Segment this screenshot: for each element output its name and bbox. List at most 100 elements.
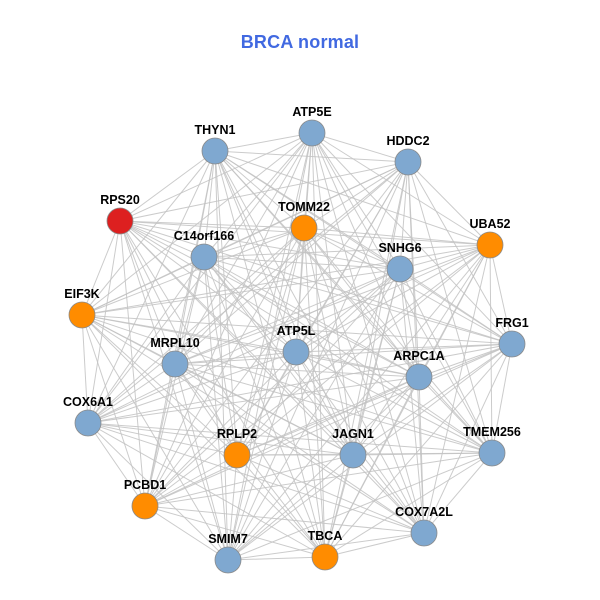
graph-edge <box>407 161 491 246</box>
graph-edge <box>144 452 493 507</box>
graph-edge <box>144 244 491 507</box>
node-label-mrpl10: MRPL10 <box>150 336 199 350</box>
graph-edge <box>203 227 305 258</box>
graph-edge <box>303 161 409 229</box>
graph-edge <box>119 150 216 222</box>
node-label-tmem256: TMEM256 <box>463 425 521 439</box>
graph-edge <box>418 376 425 534</box>
graph-edge <box>227 351 297 561</box>
node-rps20 <box>106 207 134 235</box>
node-label-c14orf166: C14orf166 <box>174 229 234 243</box>
graph-edge <box>214 150 493 454</box>
graph-edge <box>352 376 420 456</box>
graph-edge <box>489 244 493 454</box>
graph-edge <box>227 161 409 561</box>
graph-edge <box>119 220 229 561</box>
graph-edge <box>295 343 513 353</box>
graph-edge <box>119 220 176 365</box>
graph-edge <box>119 220 297 353</box>
graph-edge <box>324 376 420 558</box>
node-label-jagn1: JAGN1 <box>332 427 374 441</box>
graph-edge <box>87 422 238 456</box>
graph-edge <box>203 150 216 258</box>
graph-edge <box>423 452 493 534</box>
graph-edge <box>81 220 121 316</box>
graph-edge <box>87 132 313 424</box>
node-cox7a2l <box>410 519 438 547</box>
node-cox6a1 <box>74 409 102 437</box>
graph-edge <box>174 161 409 365</box>
graph-edge <box>203 256 513 345</box>
chart-title: BRCA normal <box>240 32 360 52</box>
graph-edge <box>214 150 229 561</box>
graph-edge <box>295 351 420 378</box>
graph-edge <box>87 351 297 424</box>
node-label-frg1: FRG1 <box>495 316 528 330</box>
graph-edge <box>295 351 354 456</box>
graph-edge <box>324 452 493 558</box>
node-hddc2 <box>394 148 422 176</box>
graph-edge <box>203 256 401 270</box>
graph-edge <box>144 376 420 507</box>
node-label-tbca: TBCA <box>308 529 343 543</box>
graph-edge <box>214 132 313 152</box>
node-jagn1 <box>339 441 367 469</box>
graph-edge <box>236 343 513 456</box>
graph-edge <box>303 227 425 534</box>
graph-edge <box>87 422 425 534</box>
graph-edge <box>352 161 409 456</box>
graph-edge <box>119 220 493 454</box>
graph-edge <box>203 244 491 258</box>
graph-edge <box>174 363 420 378</box>
graph-edge <box>214 150 354 456</box>
graph-edge <box>214 150 425 534</box>
graph-edge <box>87 150 216 424</box>
node-label-eif3k: EIF3K <box>64 287 99 301</box>
graph-edge <box>119 220 326 558</box>
graph-edge <box>303 227 420 378</box>
graph-edge <box>174 132 313 365</box>
node-snhg6 <box>386 255 414 283</box>
node-frg1 <box>498 330 526 358</box>
graph-edge <box>174 343 513 365</box>
graph-edge <box>87 363 176 424</box>
graph-edge <box>295 351 493 454</box>
graph-edge <box>81 314 146 507</box>
graph-edge <box>214 150 409 163</box>
node-atp5e <box>298 119 326 147</box>
graph-edge <box>203 256 425 534</box>
graph-edge <box>144 505 425 534</box>
graph-edge <box>227 376 420 561</box>
graph-edge <box>227 454 238 561</box>
node-mrpl10 <box>161 350 189 378</box>
graph-edge <box>144 454 238 507</box>
graph-edge <box>227 268 401 561</box>
graph-edge <box>144 161 409 507</box>
graph-edge <box>87 422 354 456</box>
graph-edge <box>407 161 493 454</box>
graph-edge <box>227 454 354 561</box>
graph-edge <box>81 227 305 316</box>
graph-edge <box>399 161 409 270</box>
node-thyn1 <box>201 137 229 165</box>
node-c14orf166 <box>190 243 218 271</box>
graph-edge <box>399 268 425 534</box>
graph-edge <box>119 161 409 222</box>
graph-edge <box>144 268 401 507</box>
graph-edge <box>119 220 305 229</box>
node-label-atp5e: ATP5E <box>292 105 331 119</box>
graph-edge <box>214 150 305 229</box>
graph-edge <box>214 150 513 345</box>
graph-edge <box>399 268 513 345</box>
graph-edge <box>324 268 401 558</box>
graph-edge <box>87 422 146 507</box>
graph-edge <box>418 376 493 454</box>
graph-edge <box>399 244 491 270</box>
graph-edge <box>489 244 513 345</box>
graph-edge <box>87 422 229 561</box>
graph-edge <box>311 132 491 246</box>
graph-edge <box>87 268 401 424</box>
node-smim7 <box>214 546 242 574</box>
